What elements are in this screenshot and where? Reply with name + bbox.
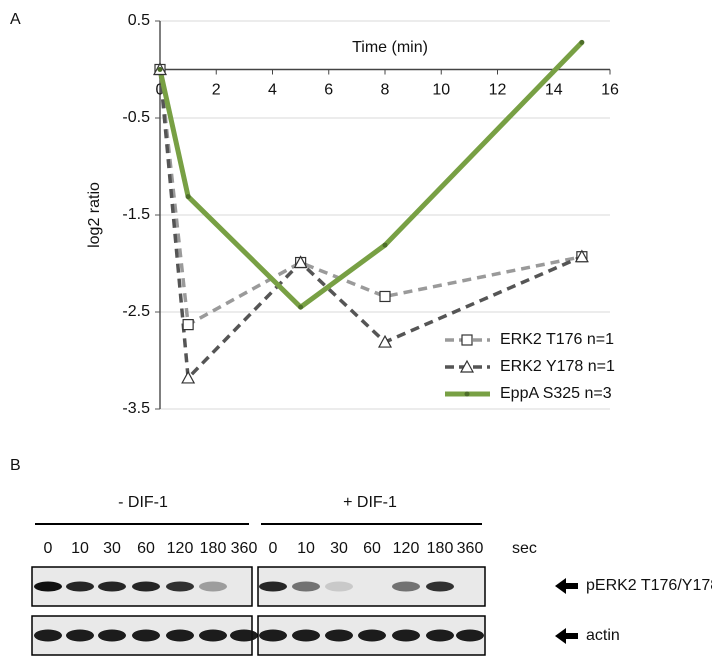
- lane-label: 10: [71, 540, 89, 557]
- band: [292, 629, 320, 642]
- band: [34, 581, 62, 592]
- series-line: [158, 69, 583, 327]
- marker: [579, 39, 585, 45]
- legend-marker: [461, 334, 473, 346]
- legend-marker: [459, 359, 475, 373]
- band: [392, 629, 420, 642]
- band: [230, 629, 258, 642]
- band: [132, 581, 160, 592]
- x-tick-label: 14: [545, 82, 563, 99]
- row-label: pERK2 T176/Y178: [586, 577, 712, 594]
- lane-label: 120: [393, 540, 420, 557]
- y-tick-label: -3.5: [122, 400, 150, 417]
- panel-label: A: [10, 11, 21, 28]
- arrow: [555, 628, 578, 644]
- x-tick-label: 10: [432, 82, 450, 99]
- x-tick-label: 0: [156, 82, 165, 99]
- y-tick-label: -0.5: [122, 109, 150, 126]
- lane-label: 30: [103, 540, 121, 557]
- x-tick-label: 6: [324, 82, 333, 99]
- band: [426, 581, 454, 592]
- x-tick-label: 16: [601, 82, 619, 99]
- lane-label: 30: [330, 540, 348, 557]
- band: [199, 581, 227, 592]
- marker: [157, 67, 163, 72]
- band: [66, 581, 94, 592]
- x-tick-label: 4: [268, 82, 277, 99]
- x-tick-label: 12: [489, 82, 507, 99]
- lane-label: 0: [269, 540, 278, 557]
- marker: [185, 194, 191, 200]
- row-label: actin: [586, 627, 620, 644]
- condition-label: + DIF-1: [343, 494, 397, 511]
- band: [325, 629, 353, 642]
- lane-label: 60: [137, 540, 155, 557]
- y-tick-label: -1.5: [122, 206, 150, 223]
- lane-label: 360: [231, 540, 258, 557]
- y-tick-label: 0.5: [128, 12, 150, 29]
- lane-label: 120: [167, 540, 194, 557]
- x-tick-label: 8: [381, 82, 390, 99]
- x-axis-title: Time (min): [352, 39, 428, 56]
- marker: [379, 290, 391, 303]
- y-axis-title: log2 ratio: [86, 182, 103, 248]
- band: [132, 629, 160, 642]
- band: [456, 629, 484, 642]
- lane-label: 180: [200, 540, 227, 557]
- lane-label: 10: [297, 540, 315, 557]
- marker: [377, 334, 393, 348]
- legend-label: ERK2 T176 n=1: [500, 331, 614, 348]
- x-tick-label: 2: [212, 82, 221, 99]
- marker: [382, 242, 388, 248]
- legend-label: EppA S325 n=3: [500, 385, 612, 402]
- series-line: [157, 40, 584, 310]
- band: [166, 581, 194, 592]
- band: [325, 581, 353, 592]
- band: [166, 629, 194, 642]
- lane-label: 360: [457, 540, 484, 557]
- band: [98, 629, 126, 642]
- band: [98, 581, 126, 592]
- marker: [182, 319, 194, 331]
- lane-label: 0: [44, 540, 53, 557]
- y-tick-label: -2.5: [122, 303, 150, 320]
- legend-marker: [464, 391, 470, 397]
- marker: [298, 304, 304, 310]
- marker: [181, 370, 196, 384]
- marker: [293, 255, 308, 269]
- panel-label: B: [10, 457, 21, 474]
- band: [66, 629, 94, 642]
- band: [292, 581, 320, 592]
- band: [199, 629, 227, 642]
- lane-label: 180: [427, 540, 454, 557]
- band: [259, 581, 287, 592]
- band: [259, 629, 287, 642]
- unit-label: sec: [512, 540, 537, 557]
- band: [392, 581, 420, 592]
- band: [426, 629, 454, 642]
- legend-label: ERK2 Y178 n=1: [500, 358, 615, 375]
- arrow: [555, 578, 578, 594]
- band: [34, 629, 62, 642]
- lane-label: 60: [363, 540, 381, 557]
- condition-label: - DIF-1: [118, 494, 168, 511]
- band: [358, 629, 386, 642]
- marker: [574, 249, 589, 263]
